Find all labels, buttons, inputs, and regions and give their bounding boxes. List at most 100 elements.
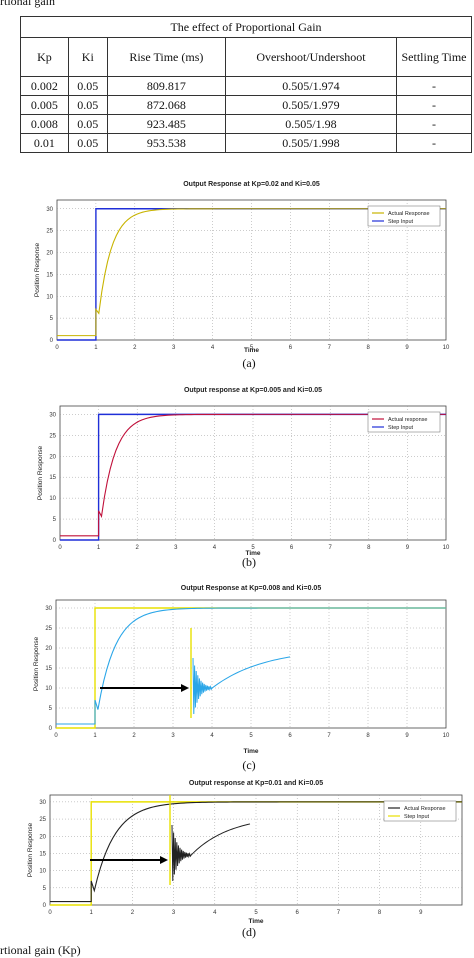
header-rise-time: Rise Time (ms) — [106, 37, 226, 77]
y-tick-label: 20 — [49, 454, 56, 460]
x-tick-label: 5 — [251, 545, 255, 551]
x-tick-label: 8 — [378, 910, 382, 916]
proportional-gain-table: The effect of Proportional Gain Kp Ki Ri… — [20, 16, 472, 153]
y-tick-label: 25 — [46, 229, 53, 235]
y-tick-label: 0 — [49, 726, 53, 732]
series-actual-response — [56, 607, 446, 725]
x-tick-label: 3 — [172, 910, 176, 916]
y-tick-label: 30 — [46, 207, 53, 213]
x-tick-label: 8 — [366, 733, 370, 739]
x-tick-label: 3 — [174, 545, 178, 551]
y-tick-label: 0 — [43, 903, 47, 909]
y-tick-label: 20 — [46, 251, 53, 257]
x-tick-label: 5 — [249, 733, 253, 739]
y-tick-label: 20 — [39, 834, 46, 840]
cell: 0.008 — [20, 114, 69, 134]
header-overshoot: Overshoot/Undershoot — [224, 37, 398, 77]
table-row: 0.01 0.05 953.538 0.505/1.998 - — [20, 133, 472, 153]
response-chart-d: Output response at Kp=0.01 and Ki=0.05 0 1… — [27, 780, 463, 925]
x-tick-label: 7 — [327, 733, 331, 739]
x-tick-label: 0 — [55, 345, 59, 351]
figure-d: Output response at Kp=0.01 and Ki=0.05 0 1… — [0, 775, 474, 925]
cell: 0.05 — [67, 114, 108, 134]
table-header-row: Kp Ki Rise Time (ms) Overshoot/Undershoo… — [20, 37, 472, 77]
x-tick-label: 4 — [213, 910, 217, 916]
figure-label-b: (b) — [242, 555, 256, 569]
zoom-arrow-head — [160, 856, 168, 864]
header-settling-time: Settling Time — [396, 37, 472, 77]
cell: 0.01 — [20, 133, 69, 153]
figure-a: Output Response at Kp=0.02 and Ki=0.05 0 1… — [0, 172, 474, 372]
y-tick-label: 5 — [50, 316, 54, 322]
table-row: 0.008 0.05 923.485 0.505/1.98 - — [20, 114, 472, 134]
figure-b: Output response at Kp=0.005 and Ki=0.05 0… — [0, 380, 474, 575]
y-tick-label: 0 — [50, 338, 54, 344]
cell: 0.05 — [67, 76, 108, 96]
cell: 872.068 — [106, 95, 226, 115]
x-tick-label: 9 — [405, 733, 409, 739]
x-tick-label: 9 — [406, 545, 410, 551]
x-axis-label: Time — [244, 347, 259, 354]
y-tick-label: 5 — [43, 886, 47, 892]
x-tick-label: 0 — [54, 733, 58, 739]
y-tick-label: 20 — [45, 646, 52, 652]
x-tick-label: 8 — [367, 545, 371, 551]
y-tick-label: 25 — [39, 817, 46, 823]
x-tick-label: 2 — [133, 345, 137, 351]
x-tick-label: 4 — [213, 545, 217, 551]
x-tick-label: 7 — [329, 545, 333, 551]
x-tick-label: 6 — [288, 733, 292, 739]
y-tick-label: 0 — [53, 538, 57, 544]
x-tick-label: 10 — [443, 733, 450, 739]
x-tick-label: 8 — [367, 345, 371, 351]
y-tick-label: 10 — [45, 686, 52, 692]
zoom-arrow-head — [181, 684, 189, 692]
legend-entry: Step Input — [404, 814, 430, 820]
cell: - — [396, 76, 472, 96]
chart-title: Output Response at Kp=0.008 and Ki=0.05 — [181, 585, 322, 592]
cell: 0.002 — [20, 76, 69, 96]
response-chart-b: Output response at Kp=0.005 and Ki=0.05 0… — [37, 387, 450, 557]
legend-entry: Step Input — [388, 219, 414, 225]
x-axis-label: Time — [243, 748, 258, 755]
x-tick-label: 2 — [131, 910, 135, 916]
x-tick-label: 3 — [172, 345, 176, 351]
y-tick-label: 30 — [45, 606, 52, 612]
x-axis-label: Time — [245, 550, 260, 557]
x-tick-label: 1 — [93, 733, 97, 739]
legend-entry: Step Input — [388, 425, 414, 431]
cell: - — [396, 114, 472, 134]
x-tick-label: 4 — [210, 733, 214, 739]
y-tick-label: 25 — [45, 626, 52, 632]
x-tick-label: 2 — [136, 545, 140, 551]
legend-entry: Actual Response — [404, 806, 446, 812]
chart-title: Output response at Kp=0.01 and Ki=0.05 — [189, 780, 323, 787]
chart-title: Output response at Kp=0.005 and Ki=0.05 — [184, 387, 322, 394]
cell: 0.505/1.979 — [224, 95, 398, 115]
x-tick-label: 10 — [443, 345, 450, 351]
x-tick-label: 5 — [254, 910, 258, 916]
x-tick-label: 9 — [419, 910, 423, 916]
x-tick-label: 0 — [58, 545, 62, 551]
x-tick-label: 6 — [290, 545, 294, 551]
x-tick-label: 7 — [328, 345, 332, 351]
cell: 0.05 — [67, 95, 108, 115]
response-chart-a: Output Response at Kp=0.02 and Ki=0.05 0 1… — [34, 181, 450, 354]
y-tick-label: 30 — [49, 412, 56, 418]
legend-box — [367, 205, 441, 227]
figure-c: Output Response at Kp=0.008 and Ki=0.05 0… — [0, 578, 474, 778]
y-tick-label: 5 — [53, 517, 57, 523]
cell: 923.485 — [106, 114, 226, 134]
y-axis-label: Position Response — [27, 823, 34, 878]
x-tick-label: 7 — [337, 910, 341, 916]
inset-zoomed-response — [171, 823, 251, 882]
table-row: 0.002 0.05 809.817 0.505/1.974 - — [20, 76, 472, 96]
y-tick-label: 25 — [49, 433, 56, 439]
y-tick-label: 30 — [39, 800, 46, 806]
x-tick-label: 5 — [250, 345, 254, 351]
y-axis-label: Position Response — [34, 243, 41, 298]
legend-entry: Actual Response — [388, 211, 430, 217]
top-caption: rtional gain — [0, 0, 55, 8]
cell: - — [396, 133, 472, 153]
cell: - — [396, 95, 472, 115]
